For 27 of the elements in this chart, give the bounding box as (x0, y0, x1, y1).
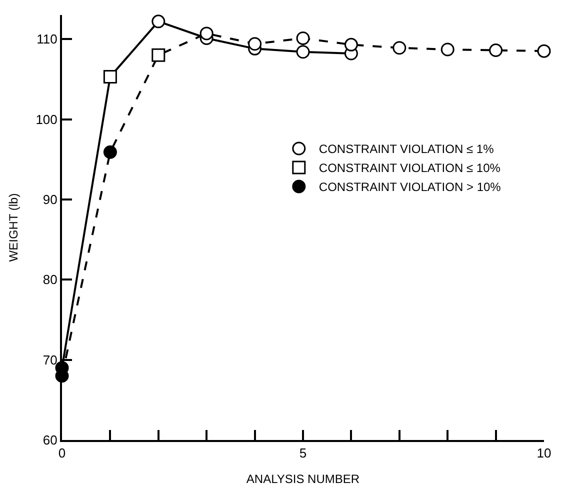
point (440, 42, 454, 56)
y-tick-label: 70 (42, 352, 58, 368)
y-tick-label: 80 (42, 272, 58, 288)
point (103, 145, 117, 159)
point (152, 14, 166, 28)
point (103, 70, 117, 84)
point (200, 26, 214, 40)
x-axis-title: ANALYSIS NUMBER (246, 472, 360, 486)
y-axis-title: WEIGHT (lb) (6, 193, 20, 262)
point (392, 41, 406, 55)
x-tick-label: 0 (58, 446, 66, 461)
point (296, 32, 310, 45)
legend-label: CONSTRAINT VIOLATION > 10% (318, 180, 502, 194)
legend-label: CONSTRAINT VIOLATION ≤ 1% (318, 142, 494, 156)
y-tick-label: 90 (42, 192, 58, 207)
y-tick-label: 60 (42, 432, 58, 448)
x-tick-label: 5 (299, 446, 307, 461)
point (344, 38, 358, 52)
point (537, 44, 551, 58)
legend-label: CONSTRAINT VIOLATION ≤ 10% (318, 161, 501, 176)
point (489, 44, 503, 58)
x-tick-label: 10 (536, 446, 552, 461)
point (248, 37, 262, 51)
point (296, 45, 310, 59)
y-tick-label: 100 (36, 112, 58, 127)
point (152, 48, 166, 62)
y-tick-label: 110 (36, 32, 58, 47)
